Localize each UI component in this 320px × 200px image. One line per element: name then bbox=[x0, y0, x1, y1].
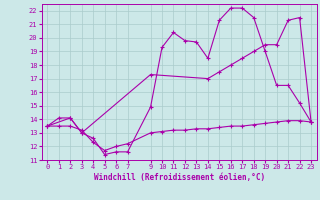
X-axis label: Windchill (Refroidissement éolien,°C): Windchill (Refroidissement éolien,°C) bbox=[94, 173, 265, 182]
